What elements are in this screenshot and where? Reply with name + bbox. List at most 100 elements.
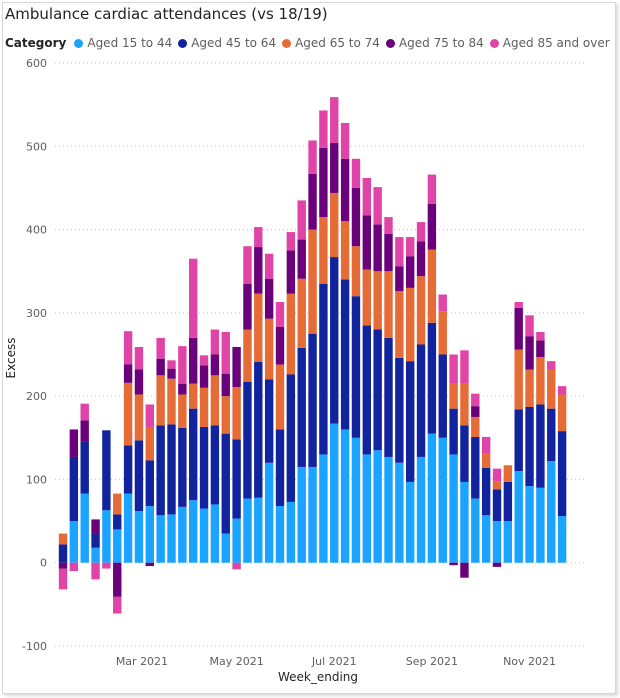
- bar-segment[interactable]: [167, 514, 176, 563]
- bar-segment[interactable]: [286, 250, 296, 294]
- bar-segment[interactable]: [384, 217, 393, 234]
- bar-segment[interactable]: [547, 361, 556, 370]
- bar-segment[interactable]: [503, 481, 513, 522]
- bar-segment[interactable]: [449, 454, 458, 563]
- bar-segment[interactable]: [221, 433, 230, 534]
- bar-segment[interactable]: [123, 382, 133, 446]
- bar-segment[interactable]: [69, 429, 79, 457]
- bar-segment[interactable]: [384, 337, 393, 457]
- bar-segment[interactable]: [134, 369, 144, 395]
- bar-segment[interactable]: [492, 489, 502, 522]
- bar-segment[interactable]: [351, 158, 361, 188]
- bar-segment[interactable]: [416, 276, 426, 345]
- bar-segment[interactable]: [340, 158, 350, 222]
- bar-segment[interactable]: [113, 493, 122, 515]
- bar-segment[interactable]: [156, 337, 165, 359]
- legend-item-aged-85-over[interactable]: Aged 85 and over: [489, 36, 610, 50]
- bar-segment[interactable]: [199, 508, 209, 563]
- bar-segment[interactable]: [416, 456, 426, 563]
- bar-segment[interactable]: [373, 187, 382, 225]
- bar-segment[interactable]: [123, 331, 133, 365]
- bar-segment[interactable]: [373, 271, 382, 330]
- bar-segment[interactable]: [134, 394, 144, 441]
- bar-segment[interactable]: [438, 354, 447, 438]
- bar-segment[interactable]: [145, 426, 154, 461]
- bar-segment[interactable]: [525, 369, 534, 407]
- bar-segment[interactable]: [264, 379, 274, 463]
- bar-segment[interactable]: [557, 386, 567, 395]
- bar-segment[interactable]: [232, 439, 241, 519]
- legend-item-aged-65-74[interactable]: Aged 65 to 74: [282, 36, 380, 50]
- bar-segment[interactable]: [297, 347, 306, 467]
- bar-segment[interactable]: [134, 440, 144, 512]
- bar-segment[interactable]: [427, 322, 437, 434]
- bar-segment[interactable]: [395, 237, 404, 267]
- bar-segment[interactable]: [264, 318, 274, 380]
- bar-segment[interactable]: [460, 425, 469, 482]
- bar-segment[interactable]: [178, 427, 187, 507]
- bar-segment[interactable]: [471, 498, 480, 563]
- bar-segment[interactable]: [232, 347, 241, 387]
- bar-segment[interactable]: [210, 425, 220, 505]
- bar-segment[interactable]: [297, 200, 306, 240]
- bar-segment[interactable]: [243, 283, 252, 330]
- bar-segment[interactable]: [449, 354, 458, 384]
- bar-segment[interactable]: [199, 365, 209, 388]
- bar-segment[interactable]: [547, 461, 556, 563]
- bar-segment[interactable]: [189, 500, 198, 563]
- bar-segment[interactable]: [330, 97, 339, 143]
- bar-segment[interactable]: [199, 426, 209, 509]
- bar-segment[interactable]: [113, 562, 122, 597]
- bar-segment[interactable]: [156, 425, 165, 516]
- bar-segment[interactable]: [525, 336, 534, 370]
- bar-segment[interactable]: [275, 429, 285, 507]
- bar-segment[interactable]: [178, 383, 187, 395]
- bar-segment[interactable]: [557, 516, 567, 563]
- bar-segment[interactable]: [362, 325, 371, 455]
- bar-segment[interactable]: [514, 302, 523, 308]
- bar-segment[interactable]: [167, 360, 176, 369]
- bar-segment[interactable]: [123, 445, 133, 494]
- bar-segment[interactable]: [319, 217, 328, 284]
- bar-segment[interactable]: [536, 332, 545, 341]
- bar-segment[interactable]: [481, 453, 491, 468]
- bar-segment[interactable]: [449, 562, 458, 566]
- bar-segment[interactable]: [297, 466, 306, 563]
- bar-segment[interactable]: [80, 493, 89, 563]
- bar-segment[interactable]: [406, 256, 415, 288]
- bar-segment[interactable]: [275, 506, 285, 563]
- bar-segment[interactable]: [199, 355, 209, 366]
- bar-segment[interactable]: [384, 271, 393, 338]
- bar-segment[interactable]: [167, 378, 176, 425]
- bar-segment[interactable]: [210, 329, 220, 355]
- bar-segment[interactable]: [145, 562, 154, 567]
- bar-segment[interactable]: [514, 409, 523, 472]
- bar-segment[interactable]: [536, 404, 545, 488]
- bar-segment[interactable]: [427, 249, 437, 323]
- bar-segment[interactable]: [395, 291, 404, 358]
- legend-item-aged-75-84[interactable]: Aged 75 to 84: [385, 36, 484, 50]
- bar-segment[interactable]: [416, 241, 426, 277]
- bar-segment[interactable]: [471, 416, 480, 437]
- bar-segment[interactable]: [514, 349, 523, 410]
- bar-segment[interactable]: [123, 364, 133, 383]
- bar-segment[interactable]: [406, 287, 415, 362]
- bar-segment[interactable]: [351, 246, 361, 297]
- bar-segment[interactable]: [438, 311, 447, 355]
- bar-segment[interactable]: [102, 562, 111, 569]
- bar-segment[interactable]: [362, 177, 371, 216]
- bar-segment[interactable]: [351, 437, 361, 563]
- bar-segment[interactable]: [395, 357, 404, 463]
- bar-segment[interactable]: [471, 393, 480, 407]
- bar-segment[interactable]: [58, 533, 68, 545]
- bar-segment[interactable]: [167, 368, 176, 379]
- bar-segment[interactable]: [286, 293, 296, 375]
- bar-segment[interactable]: [536, 340, 545, 357]
- bar-segment[interactable]: [460, 481, 469, 563]
- bar-segment[interactable]: [210, 504, 220, 563]
- bar-segment[interactable]: [525, 315, 534, 337]
- bar-segment[interactable]: [319, 283, 328, 455]
- bar-segment[interactable]: [308, 140, 317, 174]
- bar-segment[interactable]: [243, 498, 252, 563]
- bar-segment[interactable]: [232, 386, 241, 440]
